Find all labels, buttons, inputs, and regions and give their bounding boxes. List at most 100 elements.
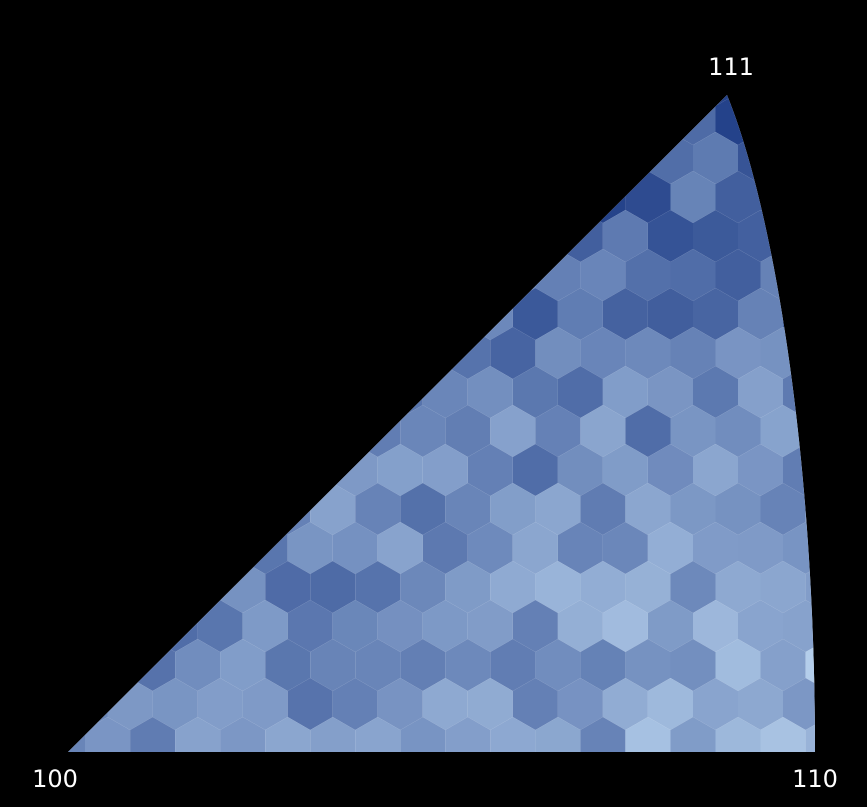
hex-bin <box>647 366 693 418</box>
hex-bin <box>310 639 356 691</box>
hex-bin <box>625 249 671 301</box>
hex-bin <box>783 522 815 574</box>
hex-bin <box>557 678 603 730</box>
hex-bin <box>355 561 401 613</box>
label-100: 100 <box>32 765 78 793</box>
hex-bin <box>738 366 783 418</box>
hex-bin <box>715 483 761 535</box>
hex-bin <box>400 483 446 535</box>
hex-bin <box>693 678 738 730</box>
hex-bin <box>557 288 603 340</box>
hex-bin <box>535 327 581 379</box>
hex-bin <box>377 444 423 496</box>
hex-bin <box>287 522 333 574</box>
hex-bin <box>602 366 648 418</box>
hex-bin <box>625 483 671 535</box>
hex-bin <box>602 678 648 730</box>
hex-bin <box>422 678 468 730</box>
hex-bin <box>377 522 423 574</box>
label-111: 111 <box>708 53 754 81</box>
hex-bin <box>332 522 378 574</box>
hex-bin <box>557 600 603 652</box>
hex-bin <box>422 600 468 652</box>
hex-bin <box>130 717 176 752</box>
hex-bin <box>512 444 558 496</box>
hex-bin <box>580 717 626 752</box>
hex-bin <box>287 600 333 652</box>
hex-bin <box>445 717 491 752</box>
hex-bin <box>738 522 783 574</box>
hex-bin <box>760 717 806 752</box>
label-110: 110 <box>792 765 838 793</box>
hex-bin <box>625 639 671 691</box>
hex-bin <box>400 561 446 613</box>
hex-bin <box>580 249 626 301</box>
hex-bin <box>715 717 761 752</box>
hex-bin <box>445 405 491 457</box>
hex-bin <box>197 600 243 652</box>
hex-bin <box>738 288 783 340</box>
hex-bin <box>400 639 446 691</box>
hex-bin <box>670 561 716 613</box>
hex-bin <box>693 288 738 340</box>
hex-bin <box>310 561 356 613</box>
hex-bin <box>625 717 671 752</box>
hex-bin <box>715 249 761 301</box>
hex-bin <box>512 366 558 418</box>
hex-bin <box>535 717 581 752</box>
hex-bin <box>355 639 401 691</box>
hex-bin <box>445 639 491 691</box>
hex-bin <box>693 522 738 574</box>
hex-bin <box>602 444 648 496</box>
hex-bin <box>490 483 536 535</box>
hex-bin <box>400 717 446 752</box>
hex-bin <box>467 678 513 730</box>
hex-bin <box>175 717 221 752</box>
hex-bin <box>490 561 536 613</box>
hex-bin <box>760 405 806 457</box>
hex-bin <box>377 600 423 652</box>
hex-bin <box>602 522 648 574</box>
hex-bin <box>152 678 198 730</box>
hex-bin <box>580 483 626 535</box>
hex-bin <box>175 639 221 691</box>
hex-bin <box>693 132 738 184</box>
hex-bin <box>580 561 626 613</box>
hex-bin <box>670 171 716 223</box>
hex-bin <box>693 210 738 262</box>
hex-bin <box>670 327 716 379</box>
hex-bin <box>580 327 626 379</box>
hex-bin <box>557 522 603 574</box>
hex-bin <box>602 210 648 262</box>
hex-bin <box>535 561 581 613</box>
hex-bin <box>625 561 671 613</box>
hex-bin <box>332 678 378 730</box>
hex-bin <box>647 522 693 574</box>
hex-bin <box>760 561 806 613</box>
hex-bin <box>670 639 716 691</box>
hex-bin <box>535 405 581 457</box>
hex-bin <box>693 444 738 496</box>
hex-bin <box>602 600 648 652</box>
hex-bin <box>265 561 311 613</box>
hex-bin <box>783 600 815 652</box>
hex-bin <box>332 600 378 652</box>
hex-bin <box>715 405 761 457</box>
hex-bin <box>377 678 423 730</box>
hex-bin <box>625 327 671 379</box>
hex-bin <box>422 522 468 574</box>
hex-bin <box>467 444 513 496</box>
hex-bin <box>445 561 491 613</box>
hex-bin <box>647 600 693 652</box>
hex-bin <box>220 717 266 752</box>
hex-bin <box>490 405 536 457</box>
hex-bin <box>738 444 783 496</box>
hex-bin <box>670 483 716 535</box>
hex-bin <box>512 600 558 652</box>
hex-bin <box>512 522 558 574</box>
hex-bin <box>490 327 536 379</box>
hex-bin <box>738 678 783 730</box>
hex-bin <box>197 678 243 730</box>
